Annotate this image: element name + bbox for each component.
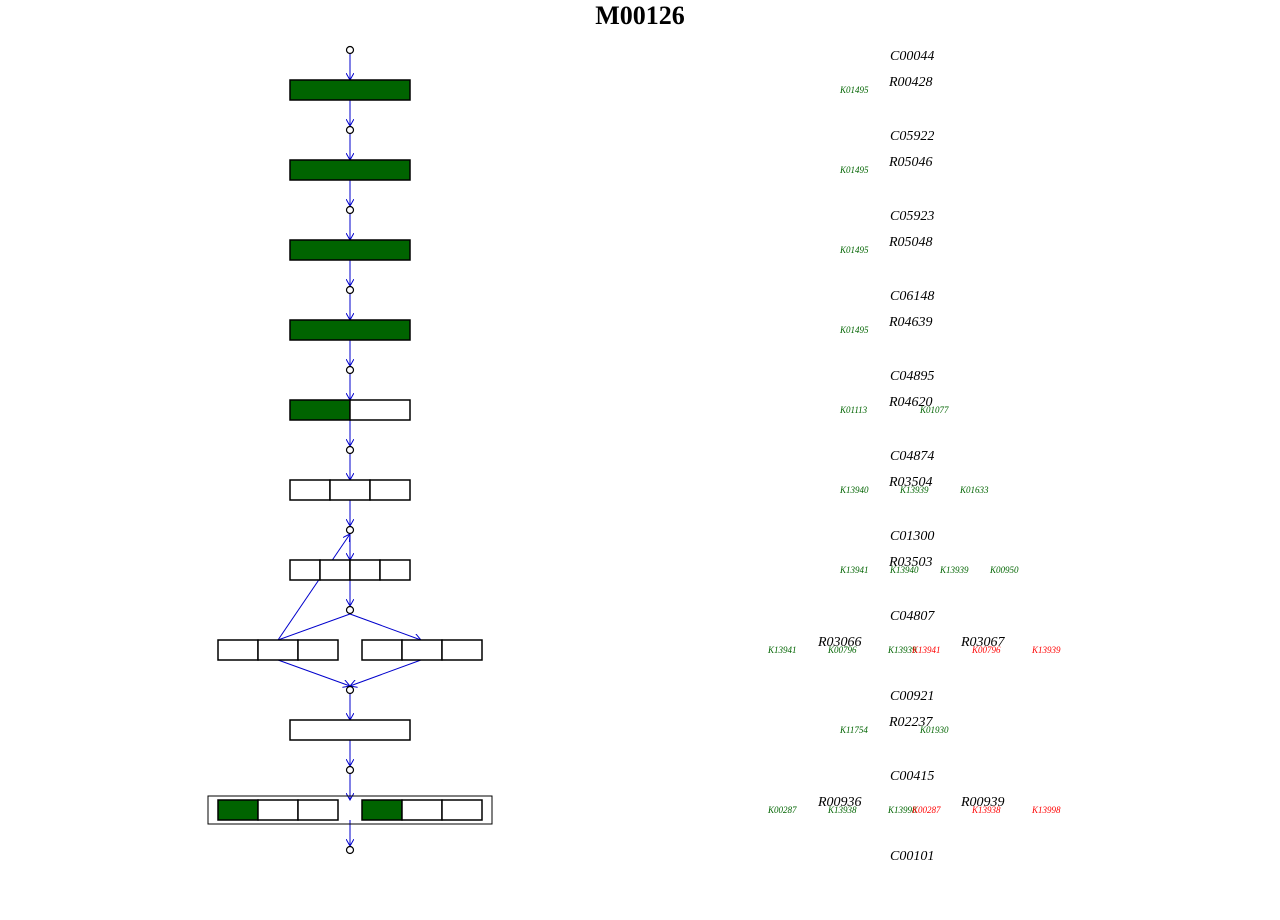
reaction-box-r03504-segment[interactable] (289, 479, 331, 501)
reaction-label-r03067: R03067 (960, 635, 1006, 650)
ko-label-k01077: K01077 (919, 405, 949, 415)
compound-label-c04807: C04807 (890, 609, 935, 624)
compound-label-c06148: C06148 (890, 289, 934, 304)
reaction-box-r00939-segment[interactable] (361, 799, 403, 821)
ko-label-k13940: K13940 (889, 565, 919, 575)
ko-label-k01495: K01495 (839, 325, 869, 335)
reaction-box-r04639-segment[interactable] (289, 319, 411, 341)
reaction-box-r04620-segment[interactable] (349, 399, 411, 421)
ko-label-k00287: K00287 (911, 805, 941, 815)
reaction-box-r02237-segment[interactable] (289, 719, 411, 741)
ko-label-k00796: K00796 (827, 645, 857, 655)
ko-label-k13939: K13939 (1031, 645, 1061, 655)
ko-label-k00287: K00287 (767, 805, 797, 815)
reaction-box-r03503-segment[interactable] (379, 559, 411, 581)
compound-node-c04895[interactable] (345, 365, 355, 375)
reaction-label-r00428: R00428 (888, 75, 933, 90)
compound-label-c00415: C00415 (890, 769, 934, 784)
ko-label-k00796: K00796 (971, 645, 1001, 655)
edge-line (277, 534, 350, 641)
compound-label-c00101: C00101 (890, 849, 934, 864)
reaction-label-r03066: R03066 (817, 635, 862, 650)
reaction-box-r03504-segment[interactable] (369, 479, 411, 501)
reaction-box-r03504-segment[interactable] (329, 479, 371, 501)
reaction-box-r03067-segment[interactable] (361, 639, 403, 661)
alternative-group-frame (207, 795, 493, 825)
ko-label-k01495: K01495 (839, 245, 869, 255)
reaction-label-r02237: R02237 (888, 715, 934, 730)
reaction-box-r00428-segment[interactable] (289, 79, 411, 101)
reaction-label-r03504: R03504 (888, 475, 933, 490)
compound-node-c04874[interactable] (345, 445, 355, 455)
compound-node-c00415[interactable] (345, 765, 355, 775)
reaction-box-r03066-segment[interactable] (297, 639, 339, 661)
reaction-box-r03067-segment[interactable] (401, 639, 443, 661)
ko-label-k01113: K01113 (839, 405, 868, 415)
reaction-box-r00936-segment[interactable] (217, 799, 259, 821)
ko-label-k13998: K13998 (1031, 805, 1061, 815)
edge-line (349, 613, 421, 640)
ko-label-k13938: K13938 (827, 805, 857, 815)
ko-label-k01495: K01495 (839, 165, 869, 175)
reaction-box-r03503-segment[interactable] (319, 559, 351, 581)
compound-node-c05923[interactable] (345, 205, 355, 215)
reaction-label-r05048: R05048 (888, 235, 933, 250)
module-title: M00126 (595, 1, 685, 30)
reaction-label-r04639: R04639 (888, 315, 933, 330)
compound-node-c00921[interactable] (345, 685, 355, 695)
compound-label-c05923: C05923 (890, 209, 934, 224)
compound-node-c04807[interactable] (345, 605, 355, 615)
reaction-box-r00939-segment[interactable] (401, 799, 443, 821)
ko-label-k13938: K13938 (971, 805, 1001, 815)
reaction-box-r05048-segment[interactable] (289, 239, 411, 261)
compound-label-c04895: C04895 (890, 369, 934, 384)
ko-label-k13940: K13940 (839, 485, 869, 495)
reaction-box-r03503-segment[interactable] (289, 559, 321, 581)
reaction-label-r05046: R05046 (888, 155, 933, 170)
compound-label-c04874: C04874 (890, 449, 934, 464)
ko-label-k13939: K13939 (887, 645, 917, 655)
ko-label-k01495: K01495 (839, 85, 869, 95)
reaction-box-r03067-segment[interactable] (441, 639, 483, 661)
reaction-box-r03066-segment[interactable] (217, 639, 259, 661)
compound-node-c01300[interactable] (345, 525, 355, 535)
reaction-box-r05046-segment[interactable] (289, 159, 411, 181)
ko-label-k01930: K01930 (919, 725, 949, 735)
reaction-box-r00936-segment[interactable] (297, 799, 339, 821)
ko-label-k01633: K01633 (959, 485, 989, 495)
reaction-label-r00939: R00939 (960, 795, 1005, 810)
edge-line (277, 659, 350, 686)
reaction-label-r04620: R04620 (888, 395, 933, 410)
ko-label-k13998: K13998 (887, 805, 917, 815)
compound-node-c05922[interactable] (345, 125, 355, 135)
reaction-box-r04620-segment[interactable] (289, 399, 351, 421)
reaction-label-r00936: R00936 (817, 795, 862, 810)
ko-label-k13939: K13939 (939, 565, 969, 575)
reaction-box-r03503-segment[interactable] (349, 559, 381, 581)
reaction-label-r03503: R03503 (888, 555, 933, 570)
compound-label-c00044: C00044 (890, 49, 934, 64)
ko-label-k13941: K13941 (839, 565, 869, 575)
ko-label-k00950: K00950 (989, 565, 1019, 575)
compound-node-c00044[interactable] (345, 45, 355, 55)
compound-label-c00921: C00921 (890, 689, 934, 704)
compound-label-c01300: C01300 (890, 529, 934, 544)
reaction-box-r03066-segment[interactable] (257, 639, 299, 661)
ko-label-k13939: K13939 (899, 485, 929, 495)
compound-node-c00101[interactable] (345, 845, 355, 855)
edge-line (350, 659, 422, 686)
edge-line (277, 613, 351, 641)
compound-label-c05922: C05922 (890, 129, 934, 144)
ko-label-k11754: K11754 (839, 725, 868, 735)
reaction-box-r00939-segment[interactable] (441, 799, 483, 821)
ko-label-k13941: K13941 (911, 645, 941, 655)
ko-label-k13941: K13941 (767, 645, 797, 655)
compound-node-c06148[interactable] (345, 285, 355, 295)
reaction-box-r00936-segment[interactable] (257, 799, 299, 821)
